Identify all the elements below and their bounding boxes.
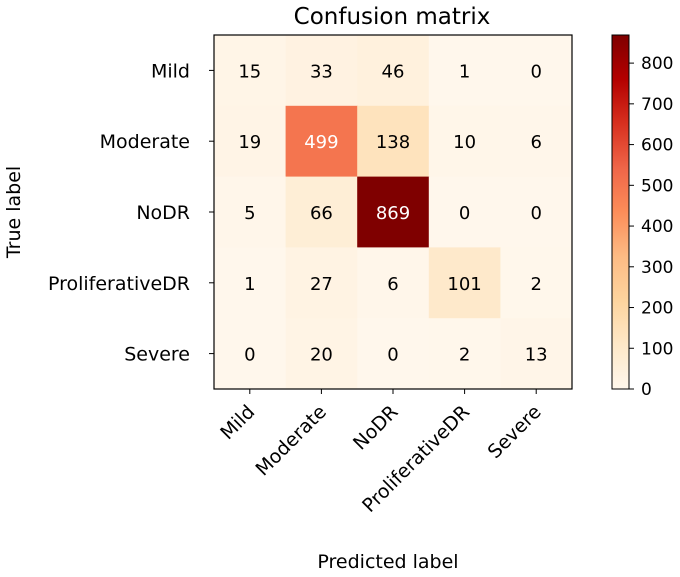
- colorbar-tick-label: 600: [641, 136, 673, 156]
- colorbar-tick-label: 200: [641, 299, 673, 319]
- y-tick-label: Moderate: [100, 131, 190, 153]
- cell-value-label: 499: [304, 132, 338, 153]
- cell-value-label: 15: [238, 61, 261, 82]
- heatmap-cell: [500, 176, 573, 248]
- heatmap-cell: [500, 318, 573, 390]
- heatmap-cells: 15 33 46 1 019 499 138 10 65 66 869 0 01 27 6 101 20 20 0 2…: [214, 35, 573, 390]
- cell-value-label: 2: [530, 274, 541, 295]
- cell-value-label: 0: [459, 203, 470, 224]
- heatmap-cell: [357, 35, 430, 107]
- colorbar-tick-label: 700: [641, 95, 673, 115]
- colorbar-tick-label: 100: [641, 339, 673, 359]
- x-tick-label: NoDR: [349, 401, 403, 455]
- colorbar-tick-label: 800: [641, 54, 673, 74]
- heatmap-cell: [285, 247, 358, 319]
- heatmap-cell: [214, 176, 287, 248]
- colorbar-tick-label: 300: [641, 258, 673, 278]
- cell-value-label: 1: [244, 274, 255, 295]
- heatmap-cell: [357, 105, 430, 178]
- heatmap-cell: [357, 318, 430, 390]
- chart-title: Confusion matrix: [294, 4, 491, 30]
- heatmap-cell: [357, 176, 430, 248]
- cell-value-label: 6: [387, 274, 398, 295]
- x-axis-label: Predicted label: [317, 551, 458, 573]
- x-tick-label: Severe: [484, 401, 546, 463]
- cell-value-label: 27: [310, 274, 333, 295]
- heatmap-cell: [428, 35, 501, 107]
- colorbar-tick-label: 500: [641, 176, 673, 196]
- heatmap-cell: [285, 35, 358, 107]
- heatmap-cell: [428, 105, 501, 178]
- heatmap-cell: [285, 176, 358, 248]
- cell-value-label: 13: [525, 345, 548, 366]
- y-tick-label: Severe: [124, 344, 190, 366]
- cell-value-label: 46: [382, 61, 405, 82]
- heatmap-cell: [500, 105, 573, 178]
- y-tick-label: ProliferativeDR: [48, 273, 190, 295]
- cell-value-label: 869: [376, 203, 410, 224]
- heatmap-cell: [285, 105, 358, 178]
- cell-value-label: 0: [530, 203, 541, 224]
- cell-value-label: 66: [310, 203, 333, 224]
- heatmap-cell: [500, 35, 573, 107]
- cell-value-label: 33: [310, 61, 333, 82]
- colorbar-tick-label: 0: [641, 380, 652, 400]
- y-tick-label: NoDR: [136, 202, 190, 224]
- colorbar-ticks: 0 100 200 300 400 500 600 700 800: [629, 54, 673, 400]
- y-tick-label: Mild: [151, 60, 190, 82]
- cell-value-label: 19: [238, 132, 261, 153]
- heatmap-cell: [357, 247, 430, 319]
- cell-value-label: 5: [244, 203, 255, 224]
- heatmap-cell: [428, 247, 501, 319]
- colorbar-tick-label: 400: [641, 217, 673, 237]
- x-tick-label: Moderate: [251, 401, 330, 480]
- heatmap-cell: [428, 176, 501, 248]
- cell-value-label: 101: [447, 274, 481, 295]
- cell-value-label: 0: [387, 345, 398, 366]
- cell-value-label: 20: [310, 345, 333, 366]
- heatmap-cell: [214, 105, 287, 178]
- heatmap-cell: [214, 247, 287, 319]
- cell-value-label: 2: [459, 345, 470, 366]
- y-axis-ticks: Mild Moderate NoDR ProliferativeDR Severe: [48, 60, 214, 366]
- heatmap-cell: [214, 35, 287, 107]
- x-tick-label: Mild: [216, 401, 259, 444]
- colorbar: [611, 34, 630, 390]
- cell-value-label: 10: [453, 132, 476, 153]
- cell-value-label: 0: [530, 61, 541, 82]
- heatmap-cell: [500, 247, 573, 319]
- heatmap-cell: [285, 318, 358, 390]
- cell-value-label: 1: [459, 61, 470, 82]
- cell-value-label: 0: [244, 345, 255, 366]
- y-axis-label: True label: [3, 166, 25, 259]
- cell-value-label: 138: [376, 132, 410, 153]
- heatmap-cell: [214, 318, 287, 390]
- cell-value-label: 6: [530, 132, 541, 153]
- heatmap-cell: [428, 318, 501, 390]
